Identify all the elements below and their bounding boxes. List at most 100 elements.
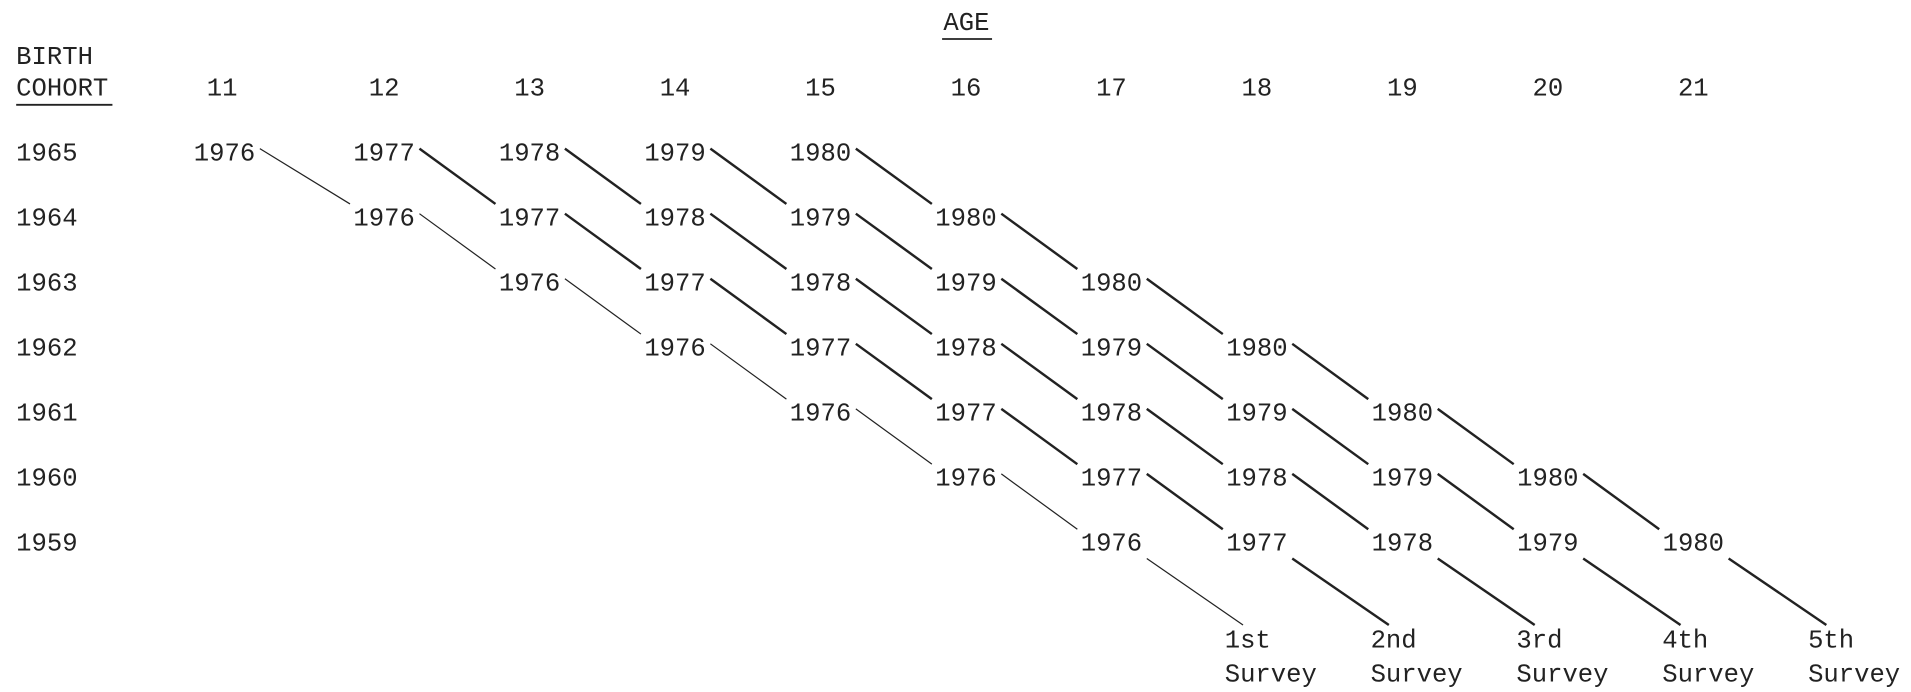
cohort-link <box>1000 212 1079 270</box>
cohort-link <box>1000 277 1079 336</box>
year-cell: 1977 <box>790 334 851 363</box>
year-cell: 1977 <box>1081 465 1142 494</box>
year-cell: 1980 <box>1226 334 1287 363</box>
age-label: 17 <box>1096 75 1127 104</box>
year-cell: 1977 <box>353 139 414 168</box>
year-cell: 1979 <box>1372 465 1433 494</box>
age-label: 12 <box>369 75 400 104</box>
cohort-link <box>259 148 351 205</box>
survey-label: Survey <box>1662 661 1754 690</box>
cohort-label: 1965 <box>16 139 77 168</box>
cohort-link <box>564 278 642 335</box>
cohort-link <box>710 343 787 400</box>
year-cell: 1979 <box>644 139 705 168</box>
year-cell: 1980 <box>1663 530 1724 559</box>
year-cell: 1979 <box>935 269 996 298</box>
year-cell: 1980 <box>935 204 996 233</box>
survey-link <box>1437 557 1536 626</box>
survey-ordinal: 5th <box>1808 627 1854 656</box>
cohort-label: 1963 <box>16 269 77 298</box>
age-label: 19 <box>1387 75 1418 104</box>
year-cell: 1977 <box>935 399 996 428</box>
year-cell: 1979 <box>790 204 851 233</box>
year-cell: 1977 <box>499 204 560 233</box>
cohort-link <box>1000 342 1079 401</box>
year-cell: 1976 <box>1081 530 1142 559</box>
age-label: 13 <box>514 75 545 104</box>
survey-ordinal: 2nd <box>1371 627 1417 656</box>
cohort-link <box>564 147 642 205</box>
age-label: 21 <box>1678 75 1709 104</box>
survey-label: Survey <box>1808 661 1900 690</box>
year-cell: 1980 <box>1517 465 1578 494</box>
year-cell: 1976 <box>644 334 705 363</box>
cohort-link <box>564 212 642 270</box>
year-cell: 1980 <box>1081 269 1142 298</box>
cohort-link <box>855 212 933 270</box>
cohort-link <box>1291 342 1369 401</box>
year-cell: 1980 <box>790 139 851 168</box>
cohort-label: 1961 <box>16 399 77 428</box>
year-cell: 1978 <box>1226 465 1287 494</box>
cohort-label: 1962 <box>16 334 77 363</box>
survey-label: Survey <box>1516 661 1608 690</box>
cohort-link <box>855 342 933 401</box>
year-cell: 1979 <box>1517 530 1578 559</box>
cohort-link <box>855 147 933 205</box>
cohort-link <box>709 212 788 270</box>
age-header: AGE <box>943 9 989 38</box>
survey-ordinal: 3rd <box>1516 627 1562 656</box>
survey-link <box>1291 557 1390 626</box>
survey-link <box>1727 557 1828 627</box>
cohort-link <box>419 213 496 270</box>
cohort-link <box>1146 407 1224 466</box>
age-label: 11 <box>207 75 238 104</box>
cohort-link <box>1146 472 1224 531</box>
year-cell: 1978 <box>644 204 705 233</box>
age-label: 14 <box>660 75 691 104</box>
cohort-label: 1959 <box>16 530 77 559</box>
cohort-link <box>709 277 788 336</box>
cohort-link <box>1582 472 1660 531</box>
cohort-link <box>1291 472 1369 531</box>
cohort-link <box>855 408 933 465</box>
cohort-label: 1960 <box>16 465 77 494</box>
age-label: 18 <box>1242 75 1273 104</box>
cohort-link <box>1291 407 1369 466</box>
year-cell: 1978 <box>1372 530 1433 559</box>
year-cell: 1976 <box>353 204 414 233</box>
year-cell: 1978 <box>499 139 560 168</box>
survey-ordinal: 1st <box>1225 627 1271 656</box>
row-header: COHORT <box>16 75 108 104</box>
cohort-link <box>855 277 933 336</box>
cohort-link <box>1146 342 1224 401</box>
year-cell: 1980 <box>1372 399 1433 428</box>
survey-label: Survey <box>1225 661 1317 690</box>
year-cell: 1977 <box>1226 530 1287 559</box>
year-cell: 1978 <box>935 334 996 363</box>
age-label: 20 <box>1532 75 1563 104</box>
year-cell: 1976 <box>194 139 255 168</box>
year-cell: 1976 <box>499 269 560 298</box>
survey-link <box>1582 557 1682 626</box>
row-header: BIRTH <box>16 43 93 72</box>
year-cell: 1976 <box>935 465 996 494</box>
year-cell: 1979 <box>1081 334 1142 363</box>
cohort-link <box>1000 473 1078 530</box>
cohort-link <box>1000 407 1079 466</box>
cohort-link <box>1436 407 1515 466</box>
cohort-link <box>418 147 497 205</box>
year-cell: 1978 <box>790 269 851 298</box>
cohort-label: 1964 <box>16 204 77 233</box>
cohort-link <box>709 147 788 205</box>
year-cell: 1976 <box>790 399 851 428</box>
survey-link <box>1146 557 1244 626</box>
cohort-link <box>1436 472 1515 531</box>
year-cell: 1977 <box>644 269 705 298</box>
year-cell: 1979 <box>1226 399 1287 428</box>
age-label: 16 <box>951 75 982 104</box>
year-cell: 1978 <box>1081 399 1142 428</box>
survey-label: Survey <box>1371 661 1463 690</box>
survey-ordinal: 4th <box>1662 627 1708 656</box>
